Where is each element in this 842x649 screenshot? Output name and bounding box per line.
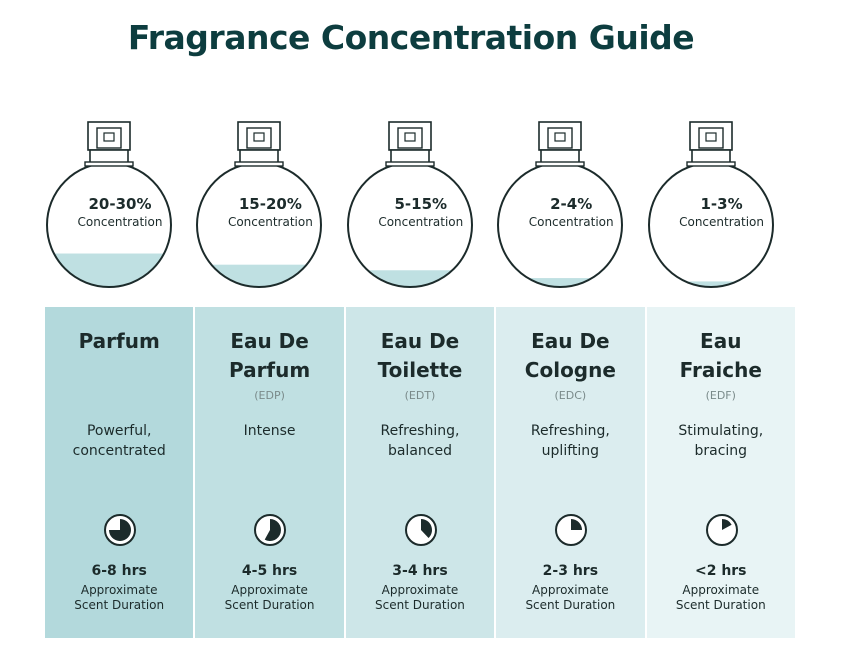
duration-wedge <box>571 519 583 530</box>
clock-pie-icon <box>254 514 287 546</box>
scent-duration-hours: 4-5 hrs <box>241 563 298 579</box>
clock-pie-icon <box>705 514 738 546</box>
fragrance-name: Parfum <box>78 329 160 353</box>
fragrance-abbreviation: (EDC) <box>554 389 587 402</box>
fragrance-abbreviation: (EDP) <box>254 389 285 402</box>
concentration-percent: 20-30% <box>88 195 152 213</box>
scent-duration-hours: 2-3 hrs <box>542 563 599 579</box>
scent-duration-label: Approximate Scent Duration <box>74 583 165 612</box>
fragrance-description: Intense <box>243 423 296 439</box>
fragrance-name: Eau De Parfum <box>228 329 311 382</box>
concentration-label: Concentration <box>528 215 614 229</box>
fragrance-abbreviation: (EDF) <box>705 389 736 402</box>
fragrance-table: Parfum Powerful, concentrated 6-8 hrs App… <box>45 307 797 638</box>
bottle-edp: 15-20% Concentration <box>195 118 345 293</box>
concentration-percent: 5-15% <box>394 195 448 213</box>
column-edp: Eau De Parfum (EDP) Intense 4-5 hrs Appro… <box>195 307 344 638</box>
perfume-bottle-icon <box>46 121 172 288</box>
fragrance-abbreviation: (EDT) <box>404 389 436 402</box>
clock-pie-icon <box>104 514 136 546</box>
concentration-label: Concentration <box>679 215 764 229</box>
scent-duration-hours: <2 hrs <box>694 563 747 579</box>
column-edc: Eau De Cologne (EDC) Refreshing, uplifting… <box>496 307 645 638</box>
scent-duration-label: Approximate Scent Duration <box>224 583 315 612</box>
duration-wedge <box>420 519 432 539</box>
column-parfum: Parfum Powerful, concentrated 6-8 hrs App… <box>45 307 194 638</box>
fragrance-name: Eau De Cologne <box>524 329 616 382</box>
bottle-row: 20-30% Concentration 15-20% Concentratio… <box>45 118 797 293</box>
clock-pie-icon <box>404 514 437 546</box>
perfume-bottle-icon <box>647 121 774 288</box>
bottle-edc: 2-4% Concentration <box>496 118 646 293</box>
duration-wedge <box>721 519 732 530</box>
bottle-parfum: 20-30% Concentration <box>45 118 195 293</box>
perfume-bottle-icon <box>196 121 323 288</box>
fragrance-description: Powerful, concentrated <box>72 423 166 459</box>
fragrance-description: Stimulating, bracing <box>678 423 764 459</box>
page-title: Fragrance Concentration Guide <box>127 18 695 57</box>
duration-wedge <box>109 519 131 541</box>
fragrance-description: Refreshing, balanced <box>380 423 460 459</box>
scent-duration-label: Approximate Scent Duration <box>375 583 465 612</box>
concentration-label: Concentration <box>378 215 464 229</box>
column-edf: Eau Fraiche (EDF) Stimulating, bracing <2 … <box>646 307 795 638</box>
fragrance-name: Eau Fraiche <box>679 329 762 382</box>
concentration-label: Concentration <box>227 215 313 229</box>
scent-duration-label: Approximate Scent Duration <box>675 583 766 612</box>
concentration-percent: 2-4% <box>550 195 593 213</box>
concentration-label: Concentration <box>77 215 163 229</box>
concentration-percent: 1-3% <box>700 195 743 213</box>
perfume-bottle-icon <box>346 121 473 288</box>
fragrance-description: Refreshing, uplifting <box>530 423 610 459</box>
duration-wedge <box>265 519 282 541</box>
scent-duration-label: Approximate Scent Duration <box>525 583 616 612</box>
clock-pie-icon <box>555 514 588 546</box>
bottle-edf: 1-3% Concentration <box>647 118 797 293</box>
liquid-level <box>347 270 472 287</box>
scent-duration-hours: 6-8 hrs <box>91 563 147 579</box>
liquid-level <box>648 281 773 287</box>
fragrance-name: Eau De Toilette <box>377 329 463 382</box>
concentration-percent: 15-20% <box>238 195 302 213</box>
perfume-bottle-icon <box>497 121 624 288</box>
column-edt: Eau De Toilette (EDT) Refreshing, balanced… <box>345 307 495 638</box>
scent-duration-hours: 3-4 hrs <box>392 563 448 579</box>
liquid-level <box>498 278 623 287</box>
bottle-edt: 5-15% Concentration <box>346 118 496 293</box>
